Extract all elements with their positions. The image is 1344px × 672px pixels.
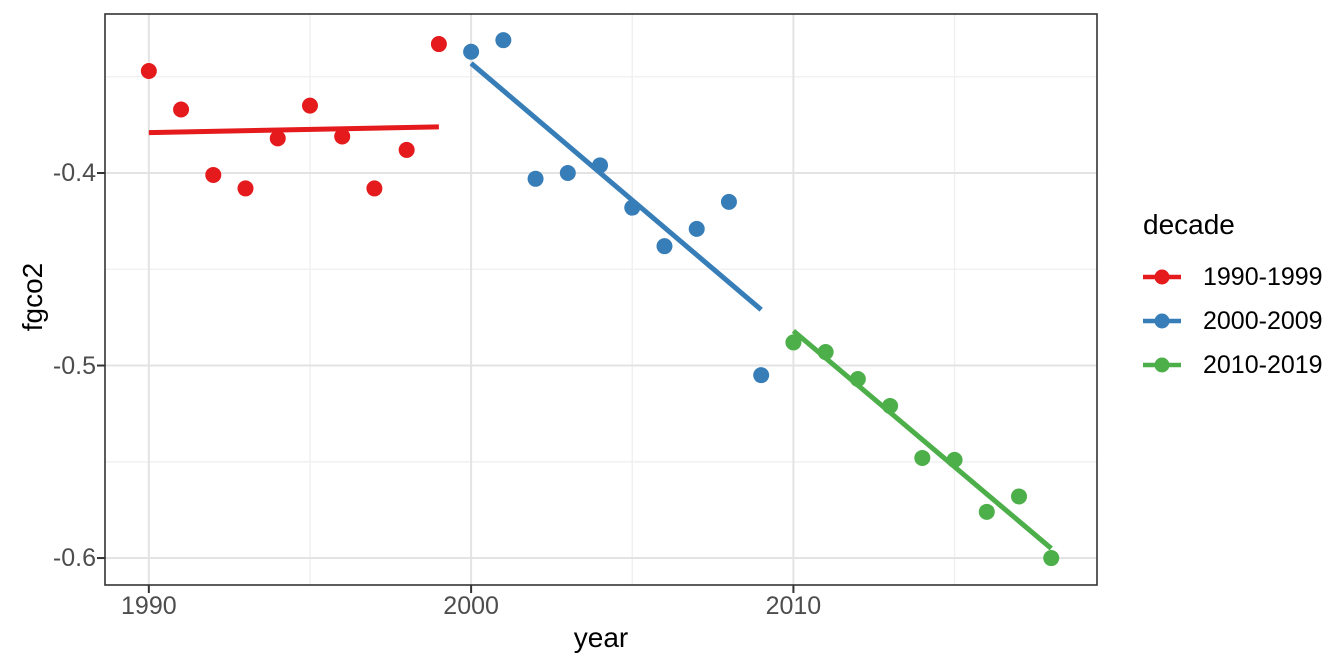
y-tick-label: -0.5 — [52, 351, 96, 380]
x-tick-label: 2000 — [443, 592, 499, 620]
legend-title: decade — [1143, 209, 1235, 240]
y-tick-label: -0.4 — [52, 159, 96, 188]
legend-key-line-dot-icon — [1143, 357, 1181, 373]
x-tick-label: 2010 — [765, 592, 822, 620]
legend-item: 2000-2009 — [1143, 306, 1323, 335]
legend-item: 1990-1999 — [1143, 262, 1323, 291]
legend: decade 1990-1999 2000-2009 2010-2019 — [1143, 209, 1323, 379]
x-tick-label: 1990 — [121, 592, 177, 620]
legend-key-line-dot-icon — [1143, 269, 1181, 285]
legend-key-line-dot-icon — [1143, 313, 1181, 329]
x-axis-title: year — [573, 622, 629, 653]
legend-item: 2010-2019 — [1143, 350, 1323, 379]
y-axis-title: fgco2 — [17, 262, 48, 332]
legend-item-label: 1990-1999 — [1203, 262, 1323, 291]
legend-item-label: 2000-2009 — [1203, 306, 1323, 335]
y-tick-label: -0.6 — [52, 544, 96, 573]
legend-item-label: 2010-2019 — [1203, 350, 1323, 379]
